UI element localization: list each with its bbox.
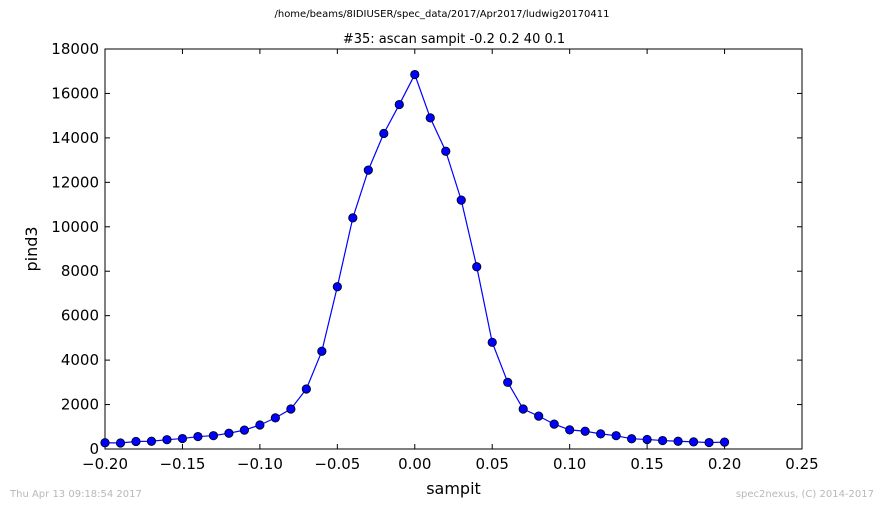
data-point (177, 433, 188, 444)
x-tick-label: −0.05 (314, 455, 360, 473)
y-tick-label: 8000 (61, 262, 99, 280)
x-axis-label: sampit (426, 479, 481, 498)
data-point (255, 420, 265, 430)
y-tick-label: 2000 (61, 396, 99, 414)
data-point (146, 436, 157, 446)
x-tick-label: 0.25 (785, 455, 818, 473)
data-point (534, 411, 544, 421)
x-tick-label: −0.15 (159, 455, 205, 473)
data-point (379, 128, 389, 139)
timestamp: Thu Apr 13 09:18:54 2017 (10, 489, 142, 500)
data-point (224, 428, 234, 438)
y-tick-label: 4000 (61, 351, 99, 369)
y-axis-label: pind3 (22, 226, 41, 271)
data-point (410, 69, 420, 80)
data-point (162, 435, 172, 445)
data-point (642, 434, 652, 445)
data-point (627, 434, 637, 444)
y-tick-label: 14000 (51, 129, 99, 147)
data-point (549, 419, 559, 429)
data-point (301, 384, 311, 394)
data-point (518, 404, 528, 414)
data-point (719, 437, 730, 447)
data-point (193, 431, 203, 442)
y-tick-label: 12000 (51, 173, 99, 191)
data-point (115, 438, 126, 448)
credit-text: spec2nexus, (C) 2014-2017 (735, 489, 874, 500)
data-point (657, 435, 668, 446)
data-point (100, 438, 110, 448)
data-point (239, 425, 249, 435)
x-tick-label: 0.15 (630, 455, 663, 473)
data-point (286, 404, 296, 414)
data-point (565, 425, 575, 435)
data-point (394, 99, 404, 110)
y-tick-label: 6000 (61, 307, 99, 325)
x-tick-label: −0.20 (82, 455, 128, 473)
data-point (704, 437, 714, 448)
data-point (441, 146, 451, 156)
data-point (456, 195, 466, 205)
data-point (348, 213, 358, 223)
data-point (208, 431, 219, 441)
y-tick-label: 0 (89, 440, 99, 458)
data-point (363, 165, 373, 175)
data-point (131, 436, 141, 447)
x-tick-label: 0.00 (398, 455, 431, 473)
x-tick-label: 0.20 (708, 455, 741, 473)
data-point (270, 413, 280, 423)
x-tick-labels: −0.20 −0.15 −0.10 −0.05 0.00 0.05 0.10 0.15 0.20… (82, 455, 819, 473)
data-point (425, 113, 435, 123)
data-point (580, 426, 590, 436)
data-point (596, 429, 606, 439)
y-tick-label: 16000 (51, 84, 99, 102)
plot-frame (104, 48, 803, 450)
data-point (673, 436, 683, 446)
data-point (332, 282, 342, 292)
axis-ticks (104, 48, 803, 450)
data-point (472, 262, 482, 272)
chart-title: #35: ascan sampit -0.2 0.2 40 0.1 (343, 32, 565, 47)
y-tick-labels: 0 2000 4000 6000 8000 10000 12000 14000 16000 180… (51, 40, 99, 458)
data-point (503, 377, 513, 387)
data-point (688, 437, 699, 447)
y-tick-label: 10000 (51, 218, 99, 236)
data-point (611, 431, 621, 441)
x-tick-label: −0.10 (237, 455, 283, 473)
x-tick-label: 0.05 (476, 455, 509, 473)
data-point (317, 346, 327, 356)
x-tick-label: 0.10 (553, 455, 586, 473)
data-markers (100, 69, 730, 448)
file-path-header: /home/beams/8IDIUSER/spec_data/2017/Apr2… (274, 9, 610, 20)
y-tick-label: 18000 (51, 40, 99, 58)
data-point (487, 337, 497, 347)
